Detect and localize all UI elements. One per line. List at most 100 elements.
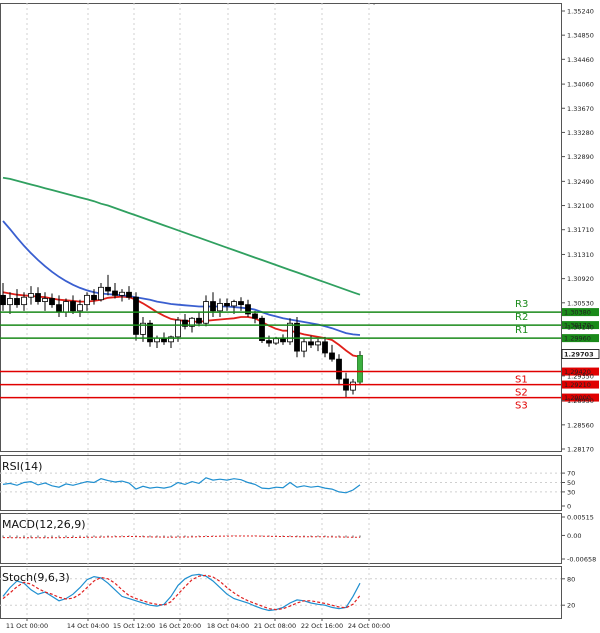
candle-body [147,322,153,343]
candle-body [259,317,265,341]
candle-body [196,317,202,324]
candle-body [98,286,104,301]
time-tick-label: 11 Oct 00:00 [6,622,48,630]
candle [182,313,188,330]
current-price-label: 1.29703 [564,351,594,359]
time-tick-label: 24 Oct 00:00 [348,622,390,630]
candle-body [266,340,272,344]
candle-body [140,322,146,335]
price-tick-label: 1.32890 [567,153,594,161]
candle-body [56,304,62,313]
price-tick-label: 1.31310 [567,251,594,259]
candle-body [84,294,90,306]
level-price-label: 1.30380 [564,309,591,317]
candle-body [231,301,237,307]
macd-tick-label: 0.00515 [567,514,594,522]
candle-body [77,304,83,312]
time-tick-label: 16 Oct 20:00 [159,622,201,630]
candle [7,292,13,314]
candle [42,292,48,311]
moving-average-line-2 [2,220,361,336]
candle-body [336,358,342,380]
candle-body [63,301,69,313]
current-price-badge: 1.29703 [561,349,600,359]
candle [350,378,356,395]
candle-body [357,355,363,383]
price-tick-label: 1.33670 [567,105,594,113]
level-price-badge [562,334,599,343]
rsi-label: RSI(14) [2,460,42,473]
candle [217,298,223,318]
price-tick-label: 1.33280 [567,129,594,137]
stoch-line-main [2,573,361,612]
candle-body [308,341,314,346]
level-price-label: 1.29960 [564,335,591,343]
price-tick-label: 1.31710 [567,226,594,234]
stoch-tick-label: 80 [567,575,575,583]
moving-average-lines [2,176,361,358]
candle [294,317,300,358]
main-panel-frame [0,3,562,452]
level-price-label: 1.30170 [564,322,591,330]
candle-body [287,322,293,343]
rsi-tick-label: 50 [567,479,575,487]
level-name-s2: S2 [515,388,528,399]
candle-body [182,319,188,327]
candle-body [175,319,181,338]
level-price-badge [562,380,599,389]
candle [98,282,104,302]
candle-body [252,313,258,319]
candle [49,293,55,308]
rsi-tick-label: 30 [567,488,575,496]
price-tick-label: 1.32100 [567,202,594,210]
candle-body [350,381,356,391]
candle [119,289,125,302]
candle [35,287,41,305]
moving-average-line-1 [2,291,361,358]
price-tick-label: 1.28950 [567,397,594,405]
level-price-label: 1.29420 [564,368,591,376]
candle-body [28,293,34,298]
candle [210,292,216,318]
candle-body [280,338,286,343]
chart-panels [0,3,562,619]
candle-body [189,317,195,327]
scroll-marker: · [373,1,375,9]
price-tick-label: 1.29350 [567,372,594,380]
level-name-r1: R1 [515,325,528,336]
candle-body [35,293,41,302]
candle [224,298,230,311]
candle-body [70,301,76,312]
candle [28,286,34,305]
candle [287,318,293,345]
candle [245,299,251,318]
price-tick-label: 1.32490 [567,178,594,186]
rsi-tick-label: 0 [567,503,571,511]
level-name-s3: S3 [515,401,528,412]
candle-body [91,294,97,301]
candle-body [14,298,20,306]
candle [357,351,363,384]
candle [91,289,97,305]
candle [329,344,335,362]
candle-body [322,341,328,354]
candle [84,292,90,311]
candle [77,299,83,318]
candle-body [301,341,307,352]
price-tick-label: 1.28560 [567,421,594,429]
level-name-s1: S1 [515,375,528,386]
price-tick-label: 1.34460 [567,56,594,64]
rsi-tick-label: 70 [567,470,575,478]
rsi-line [2,477,361,494]
level-name-r2: R2 [515,312,528,323]
price-tick-label: 1.35240 [567,8,594,16]
candle-body [7,298,13,306]
candle-body [49,298,55,306]
stoch-tick-label: 20 [567,602,575,610]
candle [259,315,265,344]
candle-body [168,336,174,343]
candle [0,282,6,311]
level-price-badge [562,308,599,317]
candle [336,354,342,386]
candle [70,295,76,314]
